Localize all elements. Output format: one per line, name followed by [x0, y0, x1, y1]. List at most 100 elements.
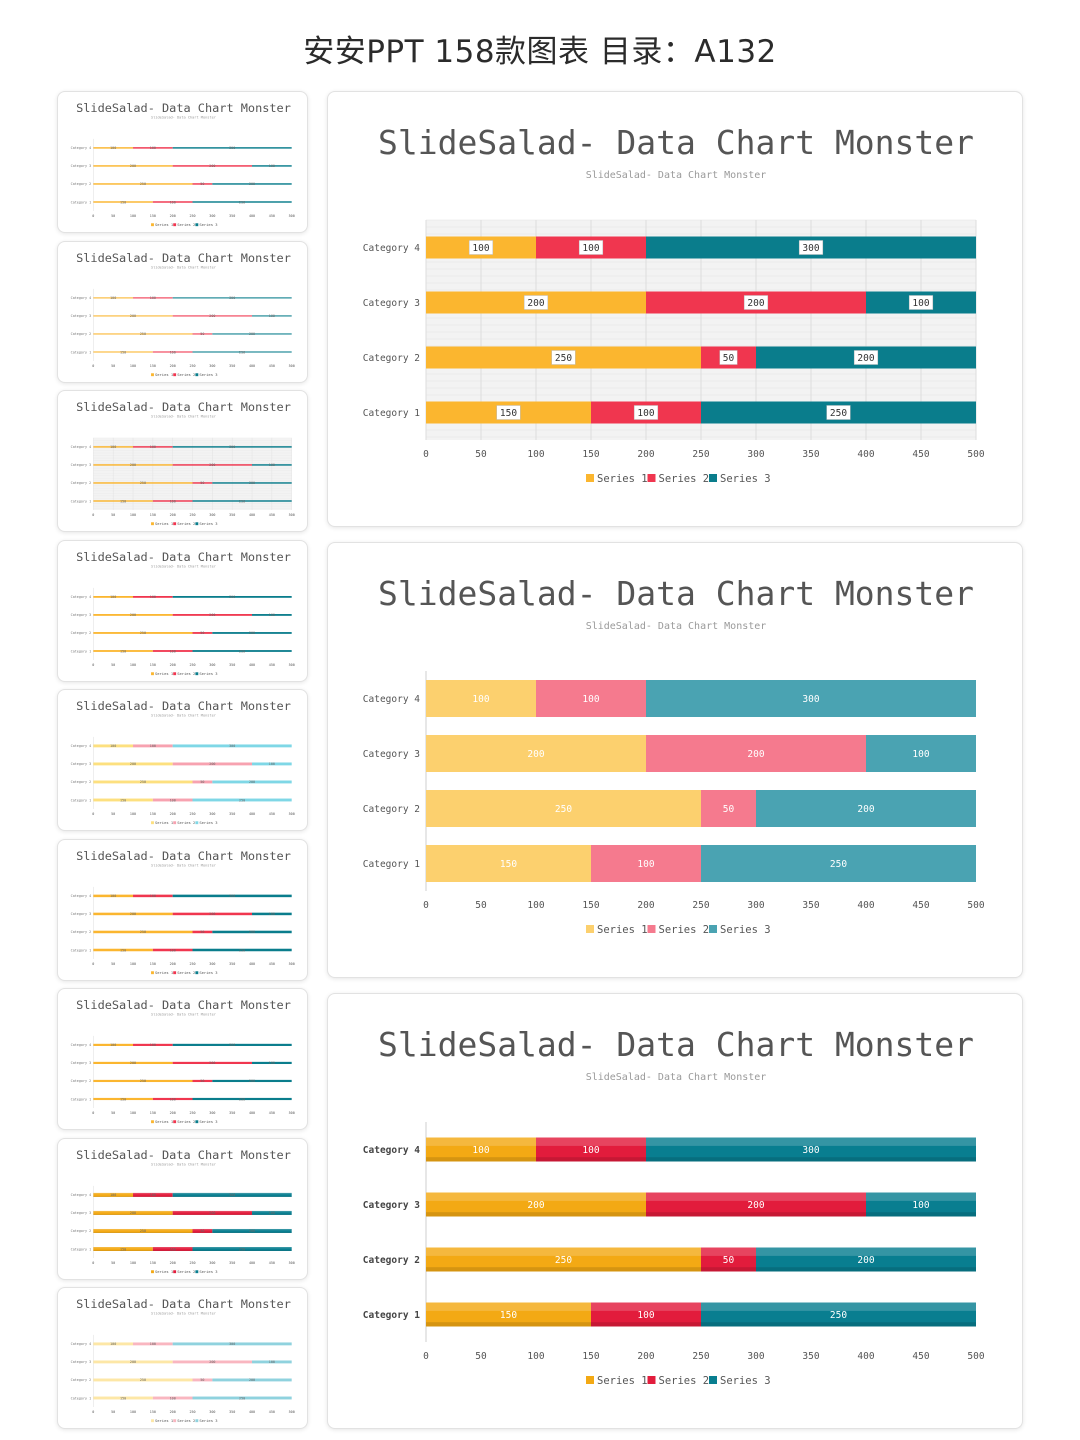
- thumbnail-8-chart-legend-label: Series 2: [177, 1269, 195, 1274]
- thumbnail-1-chart-legend-swatch: [173, 223, 177, 227]
- preview-slide-3[interactable]: SlideSalad- Data Chart Monster SlideSalad…: [327, 993, 1023, 1429]
- thumbnail-4-chart-title: SlideSalad- Data Chart Monster: [76, 550, 291, 564]
- thumbnail-8-chart-bar-series-1: [93, 1228, 193, 1233]
- thumbnail-4[interactable]: SlideSalad- Data Chart Monster SlideSalad…: [57, 540, 308, 682]
- preview-slide-3-chart-data-label: 250: [830, 1310, 847, 1321]
- thumbnail-4-chart-tick-label: 400: [249, 663, 255, 667]
- thumbnail-8-chart-data-label: 50: [200, 1229, 204, 1233]
- thumbnail-8-chart-data-label: 200: [209, 1211, 215, 1215]
- thumbnail-7-chart-tick-label: 250: [189, 1111, 195, 1115]
- thumbnail-3-chart-bar-series-1: [93, 446, 134, 448]
- preview-slide-2-chart-legend-label: Series 1: [597, 924, 648, 936]
- thumbnail-8-chart-bar-shade: [93, 1214, 173, 1215]
- thumbnail-8-chart-legend-label: Series 3: [199, 1269, 217, 1274]
- preview-slide-3-chart-data-label: 100: [637, 1310, 654, 1321]
- thumbnail-8-chart-bar-shade: [252, 1214, 292, 1215]
- thumbnail-4-chart-legend-label: Series 3: [199, 671, 217, 676]
- thumbnail-4-chart-bar-series-1: [93, 650, 153, 652]
- thumbnail-3-chart-data-label: 250: [140, 481, 146, 485]
- thumbnail-8[interactable]: SlideSalad- Data Chart Monster SlideSalad…: [57, 1138, 308, 1280]
- preview-slide-3-chart-bar-series-1: [426, 1302, 591, 1327]
- thumbnail-7-chart-data-label: 250: [140, 1079, 146, 1083]
- preview-slide-3-chart-category-label: Category 4: [363, 1145, 420, 1156]
- preview-slide-2-chart-bar-series-1: [426, 790, 701, 827]
- thumbnail-6[interactable]: SlideSalad- Data Chart Monster SlideSalad…: [57, 839, 308, 981]
- thumbnail-7-chart-bar-series-2: [192, 1079, 213, 1083]
- preview-slide-1-chart-data-label: 250: [555, 353, 572, 364]
- preview-slide-2-chart-data-label: 100: [472, 694, 489, 705]
- thumbnail-9-chart-tick-label: 350: [229, 1410, 235, 1414]
- preview-slide-2-chart-tick-label: 250: [692, 900, 709, 911]
- thumbnail-8-chart-data-label: 100: [150, 1193, 156, 1197]
- preview-slide-3-chart-tick-label: 450: [912, 1351, 929, 1362]
- preview-slide-1[interactable]: SlideSalad- Data Chart Monster SlideSalad…: [327, 91, 1023, 527]
- thumbnail-7-chart-tick-label: 100: [130, 1111, 136, 1115]
- thumbnail-3-chart-subtitle: SlideSalad- Data Chart Monster: [151, 415, 217, 419]
- thumbnail-1[interactable]: SlideSalad- Data Chart Monster SlideSalad…: [57, 91, 308, 233]
- thumbnail-3-chart-tick-label: 150: [150, 513, 156, 517]
- preview-slide-3-chart-tick-label: 250: [692, 1351, 709, 1362]
- preview-slide-2-chart-category-label: Category 1: [363, 859, 420, 870]
- thumbnail-8-chart-bar-gloss: [172, 1210, 253, 1213]
- thumbnail-2-chart-data-label: 100: [110, 296, 116, 300]
- preview-slide-3-chart-bar-shade: [756, 1267, 976, 1272]
- thumbnail-3-chart-data-label: 50: [200, 481, 204, 485]
- preview-slide-3-chart-bar-series-2: [646, 1192, 866, 1217]
- thumbnail-7[interactable]: SlideSalad- Data Chart Monster SlideSalad…: [57, 988, 308, 1130]
- thumbnail-5[interactable]: SlideSalad- Data Chart Monster SlideSalad…: [57, 689, 308, 831]
- thumbnail-9[interactable]: SlideSalad- Data Chart Monster SlideSalad…: [57, 1287, 308, 1429]
- thumbnail-1-chart-tick-label: 100: [130, 214, 136, 218]
- preview-slide-3-chart-tick-label: 350: [802, 1351, 819, 1362]
- thumbnail-4-chart-tick-label: 100: [130, 663, 136, 667]
- thumbnail-8-chart-category-label: Category 2: [71, 1229, 92, 1233]
- thumbnail-2-chart-tick-label: 300: [209, 364, 215, 368]
- thumbnail-2-chart-data-label: 200: [130, 314, 136, 318]
- thumbnail-6-chart-bar-series-2: [192, 930, 213, 934]
- preview-slide-3-chart-bar-gloss: [646, 1192, 866, 1201]
- thumbnail-7-chart-data-label: 100: [269, 1061, 275, 1065]
- thumbnail-7-chart-tick-label: 400: [249, 1111, 255, 1115]
- thumbnail-4-chart-data-label: 100: [110, 595, 116, 599]
- thumbnail-5-chart-bar-series-2: [172, 762, 253, 766]
- thumbnail-8-chart-bar-gloss: [192, 1247, 292, 1249]
- thumbnail-3[interactable]: SlideSalad- Data Chart Monster SlideSalad…: [57, 390, 308, 532]
- thumbnail-8-chart-bar-series-1: [93, 1247, 153, 1251]
- thumbnail-1-chart-data-label: 200: [130, 164, 136, 168]
- thumbnail-8-chart-bar-series-1: [93, 1210, 173, 1215]
- thumbnail-3-chart-data-label: 200: [249, 481, 255, 485]
- thumbnail-3-chart-bar-series-3: [172, 446, 292, 448]
- thumbnail-8-chart-data-label: 150: [120, 1247, 126, 1251]
- preview-slide-3-chart-tick-label: 400: [857, 1351, 874, 1362]
- thumbnail-6-chart-legend-label: Series 1: [155, 970, 174, 975]
- preview-slide-2-chart-data-label: 50: [723, 804, 735, 815]
- preview-slide-2-chart-data-label: 200: [857, 804, 874, 815]
- thumbnail-9-chart-category-label: Category 1: [71, 1396, 92, 1400]
- thumbnail-2-chart-tick-label: 100: [130, 364, 136, 368]
- preview-slide-3-chart-bar-series-3: [756, 1247, 976, 1272]
- thumbnail-8-chart-bar-shade: [192, 1250, 292, 1251]
- preview-slide-2[interactable]: SlideSalad- Data Chart Monster SlideSalad…: [327, 542, 1023, 978]
- preview-slide-3-chart-bar-series-1: [426, 1247, 701, 1272]
- thumbnail-1-chart-data-label: 100: [269, 164, 275, 168]
- thumbnail-5-chart-category-label: Category 3: [71, 762, 92, 766]
- preview-slide-1-chart-data-label: 200: [857, 353, 874, 364]
- thumbnail-2-chart-category-label: Category 3: [71, 314, 92, 318]
- thumbnail-5-chart-bar-series-2: [192, 780, 213, 784]
- thumbnail-8-chart-tick-label: 500: [289, 1261, 295, 1265]
- preview-slide-3-chart-legend-swatch: [709, 1376, 717, 1384]
- preview-slide-2-chart-tick-label: 200: [637, 900, 654, 911]
- thumbnail-7-chart-data-label: 100: [170, 1097, 176, 1101]
- thumbnail-4-chart-bar-series-3: [252, 614, 292, 616]
- thumbnail-3-chart-category-label: Category 3: [71, 463, 92, 467]
- thumbnail-2-chart-tick-label: 200: [170, 364, 176, 368]
- thumbnail-2[interactable]: SlideSalad- Data Chart Monster SlideSalad…: [57, 241, 308, 383]
- thumbnail-8-chart-bar-shade: [212, 1232, 292, 1233]
- thumbnail-6-chart-data-label: 50: [200, 930, 204, 934]
- preview-slide-3-chart-data-label: 100: [472, 1145, 489, 1156]
- thumbnail-6-chart-bar-series-1: [93, 912, 173, 916]
- thumbnail-2-chart-data-label: 300: [229, 296, 235, 300]
- thumbnail-5-chart-data-label: 100: [110, 744, 116, 748]
- thumbnail-1-chart-title: SlideSalad- Data Chart Monster: [76, 101, 291, 115]
- thumbnail-9-chart-bar-series-1: [93, 1360, 173, 1364]
- preview-slide-2-chart-tick-label: 300: [747, 900, 764, 911]
